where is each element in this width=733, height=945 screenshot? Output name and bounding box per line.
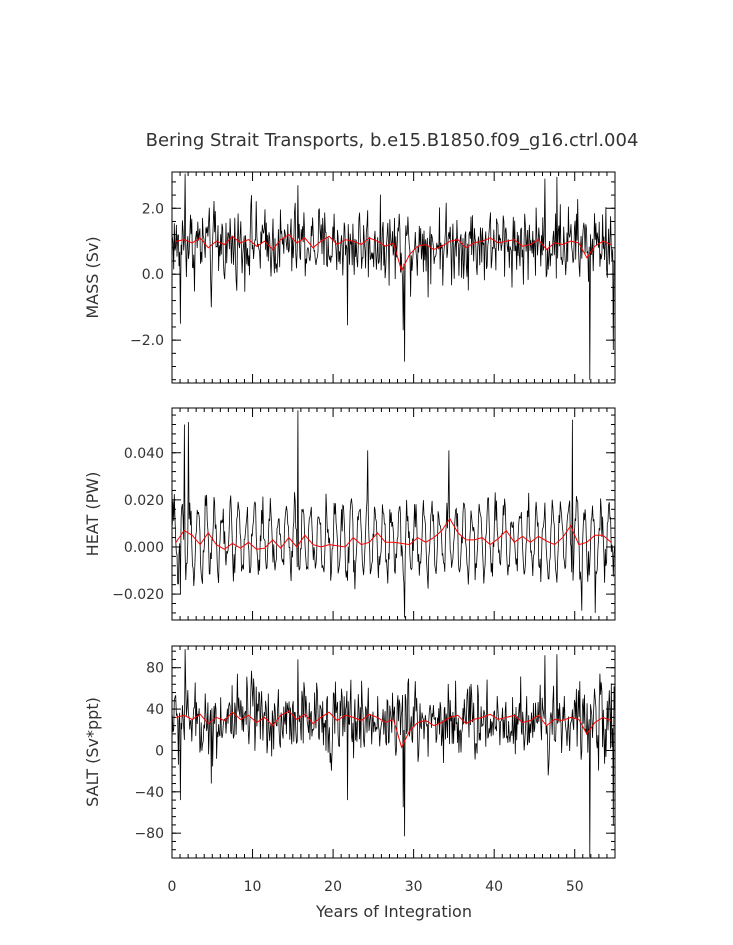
chart-title: Bering Strait Transports, b.e15.B1850.f0… [146,130,639,151]
y-axis-label-mass: MASS (Sv) [83,236,102,318]
panel-heat: 0.040 0.020 0.000 −0.020 HEAT (PW) [83,407,616,621]
panel-frame-salt [171,645,616,859]
y-tick-label: 0 [155,743,164,759]
x-tick-label: 20 [324,879,342,895]
x-tick-label: 30 [405,879,423,895]
x-tick-label: 10 [244,879,262,895]
panel-frame-heat [171,407,616,621]
y-tick-label: 40 [146,702,164,718]
y-tick-label: −2.0 [130,333,164,349]
y-tick-label: 2.0 [142,201,164,217]
y-tick-label: 0.0 [142,267,164,283]
series-annual-mean-mass [175,233,612,273]
series-monthly-mass [172,173,615,380]
panel-mass: 2.0 0.0 −2.0 MASS (Sv) [83,171,616,384]
x-tick-label: 40 [485,879,503,895]
y-tick-label: −80 [134,826,164,842]
y-axis-label-salt: SALT (Sv*ppt) [83,697,102,807]
y-tick-label: −40 [134,785,164,801]
x-tick-label: 0 [168,879,177,895]
y-tick-label: 0.000 [124,540,164,556]
panel-frame-mass [171,171,616,384]
series-monthly-salt [172,649,615,858]
panel-salt: 80 40 0 −40 −80 SALT (Sv*ppt) [83,645,616,859]
series-annual-mean-salt [175,710,612,749]
y-tick-label: 0.020 [124,493,164,509]
x-axis-label: Years of Integration [315,902,472,921]
y-tick-label: 0.040 [124,446,164,462]
panels: 2.0 0.0 −2.0 MASS (Sv) 0.040 0.020 0.000 −0.020… [83,171,616,895]
x-tick-label: 50 [566,879,584,895]
y-tick-label: 80 [146,661,164,677]
y-tick-label: −0.020 [112,587,164,603]
series-monthly-heat [172,410,615,618]
y-axis-label-heat: HEAT (PW) [83,472,102,557]
series-annual-mean-heat [175,517,612,550]
